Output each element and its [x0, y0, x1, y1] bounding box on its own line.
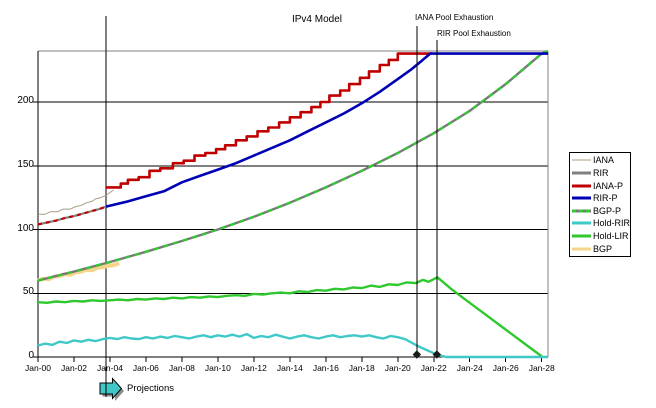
legend-item: IANA — [572, 154, 630, 166]
series-rir-hist — [37, 205, 107, 226]
series-bgp-p-overlay — [37, 49, 549, 282]
legend-swatch — [572, 184, 591, 188]
legend-label: BGP-P — [593, 205, 622, 216]
x-axis-tick-label: Jan-28 — [528, 363, 555, 373]
legend-item: BGP-P — [572, 205, 630, 217]
x-axis-tick-label: Jan-20 — [384, 363, 411, 373]
x-axis-tick-label: Jan-24 — [456, 363, 483, 373]
x-axis-tick-label: Jan-10 — [204, 363, 231, 373]
x-axis-tick-label: Jan-22 — [420, 363, 447, 373]
x-axis-tick-label: Jan-12 — [240, 363, 267, 373]
x-axis-tick-label: Jan-06 — [132, 363, 159, 373]
legend-item: IANA-P — [572, 180, 630, 192]
series-hold-rir — [37, 332, 548, 359]
x-axis-tick-label: Jan-16 — [312, 363, 339, 373]
legend-item: Hold-LIR — [572, 230, 630, 242]
legend-swatch — [572, 171, 591, 175]
annotation-label: IANA Pool Exhaustion — [415, 13, 494, 22]
exhaustion-marker — [432, 350, 442, 359]
x-axis-tick-label: Jan-00 — [25, 363, 51, 373]
series-iana-p — [106, 52, 432, 189]
legend-label: IANA — [593, 155, 615, 166]
legend-label: RIR-P — [593, 193, 618, 204]
y-axis-tick-label: 200 — [17, 95, 34, 106]
legend-swatch — [572, 159, 591, 161]
legend-label: BGP — [593, 243, 613, 254]
legend-swatch — [572, 221, 591, 225]
legend-item: BGP — [572, 243, 630, 255]
projections-arrow-icon — [99, 377, 123, 400]
legend-swatch — [572, 196, 591, 200]
x-axis-tick-label: Jan-04 — [96, 363, 123, 373]
series-rir-p — [105, 52, 548, 208]
y-axis-tick-label: 150 — [17, 158, 34, 170]
annotation-label: RIR Pool Exhaustion — [437, 29, 511, 38]
legend-label: IANA-P — [593, 180, 624, 191]
x-axis-tick-label: Jan-26 — [492, 363, 519, 373]
series-iana-hist — [38, 189, 114, 215]
projections-label: Projections — [127, 383, 174, 394]
chart-title: IPv4 Model — [291, 14, 343, 25]
legend-label: Hold-LIR — [593, 231, 629, 242]
legend-swatch — [572, 234, 591, 238]
y-axis-tick-label: 0 — [28, 350, 34, 361]
x-axis-tick-label: Jan-18 — [348, 363, 375, 373]
series-rir-hist-overlay — [37, 205, 107, 226]
legend-swatch — [572, 247, 591, 251]
exhaustion-marker — [412, 350, 422, 359]
y-axis-tick-label: 50 — [22, 286, 34, 298]
x-axis-tick-label: Jan-14 — [276, 363, 303, 373]
legend-swatch — [572, 209, 591, 213]
legend-label: RIR — [593, 167, 609, 178]
legend-item: Hold-RIR — [572, 217, 630, 229]
legend: IANA RIR IANA-P RIR-P BGP-P Hold-RIR Hold-LIR B… — [569, 152, 631, 257]
x-axis-tick-label: Jan-02 — [60, 363, 87, 373]
series-hold-lir — [37, 276, 544, 358]
legend-item: RIR — [572, 167, 630, 179]
legend-item: RIR-P — [572, 192, 630, 204]
legend-label: Hold-RIR — [593, 218, 631, 229]
x-axis-tick-label: Jan-08 — [168, 363, 195, 373]
y-axis-tick-label: 100 — [17, 222, 34, 234]
